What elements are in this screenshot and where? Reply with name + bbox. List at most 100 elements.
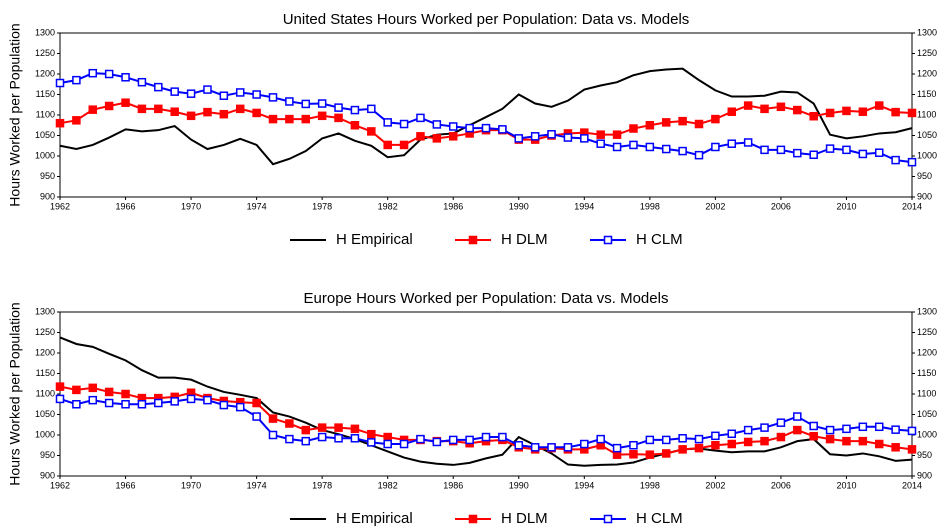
marker (219, 109, 229, 119)
marker (481, 123, 491, 133)
marker (317, 111, 327, 121)
legend-label: H DLM (501, 231, 548, 248)
marker (88, 68, 98, 78)
marker (793, 105, 802, 115)
marker (137, 104, 147, 114)
marker (760, 436, 769, 446)
y2-tick-label: 1200 (917, 68, 937, 78)
marker (825, 144, 835, 153)
marker (268, 430, 278, 440)
marker (645, 142, 655, 152)
marker (711, 142, 720, 152)
marker (170, 397, 179, 406)
y-tick-label: 950 (40, 450, 55, 460)
marker (907, 445, 917, 454)
marker (694, 434, 704, 444)
marker (104, 69, 114, 79)
marker (154, 104, 163, 114)
marker (661, 118, 671, 127)
marker (727, 429, 737, 439)
marker (563, 443, 573, 452)
marker (350, 105, 360, 115)
marker (629, 124, 638, 133)
y2-tick-label: 900 (917, 470, 932, 480)
y2-tick-label: 900 (917, 191, 932, 201)
marker (694, 443, 704, 453)
marker (367, 127, 376, 136)
marker (498, 125, 507, 134)
x-tick-label: 2002 (705, 201, 725, 211)
x-tick-label: 2014 (902, 480, 922, 490)
y-tick-label: 900 (40, 470, 55, 480)
marker (432, 120, 442, 129)
x-tick-label: 1990 (509, 480, 529, 490)
marker (203, 85, 212, 94)
marker (285, 419, 294, 428)
marker (252, 412, 261, 421)
marker (334, 103, 343, 112)
y-tick-label: 1000 (35, 150, 55, 160)
y-tick-label: 1000 (35, 429, 55, 439)
marker (793, 425, 802, 435)
marker (252, 108, 261, 118)
marker (203, 107, 212, 117)
marker (858, 422, 868, 432)
marker (874, 101, 884, 110)
x-tick-label: 1998 (640, 201, 660, 211)
marker (121, 98, 130, 107)
marker (711, 431, 720, 441)
marker (661, 144, 671, 154)
marker (776, 102, 786, 112)
marker (874, 422, 884, 432)
marker (448, 435, 458, 445)
y2-tick-label: 1050 (917, 409, 937, 419)
marker (629, 441, 638, 450)
marker (317, 99, 327, 108)
marker (301, 99, 311, 109)
marker (301, 425, 311, 435)
y-tick-label: 1050 (35, 409, 55, 419)
marker (334, 113, 343, 123)
marker (268, 93, 278, 102)
marker (596, 434, 605, 444)
marker (743, 138, 753, 147)
marker (842, 145, 851, 155)
marker (285, 97, 294, 106)
marker (104, 101, 114, 111)
marker (268, 414, 278, 423)
x-tick-label: 1978 (312, 480, 332, 490)
marker (530, 132, 540, 141)
marker (858, 436, 868, 446)
marker (825, 108, 835, 118)
x-tick-label: 1994 (574, 201, 594, 211)
marker (137, 400, 147, 409)
y-axis-label: Hours Worked per Population (7, 302, 23, 485)
marker (907, 426, 917, 436)
marker (186, 394, 196, 404)
marker (776, 145, 786, 155)
y-tick-label: 1100 (36, 388, 55, 398)
marker (858, 149, 868, 159)
marker (121, 389, 130, 399)
marker (645, 450, 655, 459)
marker (416, 113, 425, 123)
marker (596, 130, 605, 139)
marker (678, 146, 687, 156)
marker (465, 435, 474, 445)
marker (891, 443, 900, 452)
marker (809, 421, 818, 431)
marker (563, 133, 573, 142)
marker (219, 91, 229, 100)
marker (317, 423, 327, 432)
marker (743, 101, 753, 110)
y-tick-label: 1050 (35, 130, 55, 140)
marker (514, 134, 524, 143)
x-tick-label: 2006 (771, 480, 791, 490)
marker (72, 75, 81, 85)
legend-item: H CLM (590, 231, 683, 248)
legend-item: H Empirical (290, 231, 413, 248)
x-tick-label: 1986 (443, 201, 463, 211)
marker (334, 434, 343, 443)
x-tick-label: 1982 (378, 480, 398, 490)
